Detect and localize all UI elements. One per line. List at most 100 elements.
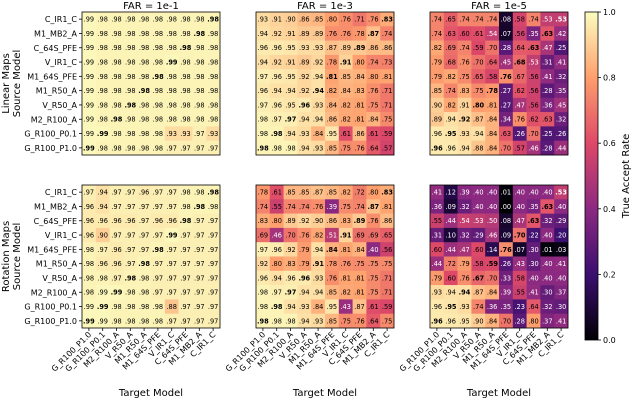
cell-value-label: .97	[166, 260, 177, 268]
cell-value-label: .32	[556, 73, 567, 81]
heatmap-cell	[457, 199, 472, 214]
cell-value-label: .84	[354, 73, 365, 81]
heatmap-cell	[269, 112, 284, 127]
heatmap-cell	[380, 313, 395, 329]
cell-value-label: .98	[111, 144, 122, 152]
heatmap-cell	[352, 270, 367, 286]
cell-value-label: .90	[285, 16, 296, 24]
heatmap-cell	[325, 199, 340, 214]
cell-value-label: .82	[445, 73, 456, 81]
x-axis-title: Target Model	[292, 388, 357, 399]
heatmap-cell	[457, 227, 472, 243]
colorbar-tick-label: 0.0	[603, 336, 616, 345]
heatmap-cell	[430, 213, 445, 229]
heatmap-cell	[123, 140, 138, 156]
cell-value-label: .98	[139, 274, 150, 282]
cell-value-label: .83	[258, 217, 269, 225]
heatmap-cell	[540, 199, 555, 214]
heatmap-cell	[283, 126, 298, 141]
heatmap-cell	[256, 242, 271, 257]
cell-value-label: .98	[125, 73, 136, 81]
heatmap-cell	[283, 185, 298, 200]
cell-value-label: .43	[340, 303, 351, 311]
cell-value-label: .99	[166, 231, 178, 239]
cell-value-label: .40	[556, 274, 567, 282]
heatmap-cell	[471, 69, 486, 84]
cell-value-label: .99	[111, 289, 123, 297]
heatmap-cell	[499, 256, 514, 272]
cell-value-label: .95	[285, 101, 296, 109]
heatmap-cell	[352, 313, 367, 329]
heatmap-cell	[457, 256, 472, 272]
cell-value-label: .65	[382, 231, 393, 239]
cell-value-label: .98	[139, 16, 150, 24]
heatmap-cell	[430, 54, 445, 70]
cell-value-label: .98	[208, 44, 219, 52]
cell-value-label: .95	[459, 317, 470, 325]
heatmap-cell	[311, 126, 326, 141]
cell-value-label: .40	[528, 274, 539, 282]
y-tick-label: G_R100_P1.0	[24, 317, 77, 326]
heatmap-cell	[325, 270, 340, 286]
cell-value-label: .91	[271, 16, 282, 24]
heatmap-cell	[325, 69, 340, 84]
colorbar-tick-label: 0.4	[603, 205, 616, 214]
cell-value-label: .98	[153, 303, 164, 311]
heatmap-cell	[540, 256, 555, 272]
cell-value-label: .97	[208, 231, 219, 239]
cell-value-label: .97	[194, 274, 205, 282]
cell-value-label: .97	[153, 189, 164, 197]
cell-value-label: .39	[501, 289, 512, 297]
heatmap-cell	[123, 256, 138, 272]
cell-value-label: .98	[180, 189, 191, 197]
cell-value-label: .50	[487, 217, 498, 225]
cell-value-label: .96	[258, 87, 269, 95]
heatmap-panel-2: .93.91.90.86.85.80.76.71.76.83.94.92.91.…	[255, 11, 395, 156]
cell-value-label: .81	[354, 101, 365, 109]
heatmap-cell	[311, 313, 326, 329]
heatmap-cell	[526, 299, 541, 314]
heatmap-cell	[430, 40, 445, 56]
cell-value-label: .96	[166, 217, 177, 225]
cell-value-label: .98	[194, 101, 205, 109]
heatmap-cell	[512, 313, 527, 329]
heatmap-cell	[471, 299, 486, 314]
heatmap-cell	[206, 185, 221, 200]
cell-value-label: .98	[125, 58, 136, 66]
heatmap-cell	[443, 199, 458, 214]
cell-value-label: .99	[83, 144, 95, 152]
heatmap-cell	[540, 227, 555, 243]
cell-value-label: .97	[166, 289, 177, 297]
heatmap-cell	[178, 97, 193, 113]
heatmap-cell	[499, 213, 514, 229]
heatmap-cell	[443, 185, 458, 200]
cell-value-label: .96	[431, 144, 443, 152]
heatmap-cell	[256, 40, 271, 56]
cell-value-label: .76	[340, 30, 351, 38]
y-tick-label: V_R50_A	[42, 274, 77, 283]
heatmap-cell	[82, 227, 97, 243]
heatmap-cell	[283, 299, 298, 314]
cell-value-label: .96	[84, 203, 95, 211]
heatmap-cell	[82, 69, 97, 84]
cell-value-label: .80	[271, 260, 282, 268]
cell-value-label: .96	[84, 217, 95, 225]
cell-value-label: .84	[487, 130, 498, 138]
cell-value-label: .97	[166, 317, 177, 325]
heatmap-cell	[430, 83, 445, 99]
cell-value-label: .97	[139, 217, 150, 225]
heatmap-cell	[540, 185, 555, 200]
cell-value-label: .96	[111, 217, 122, 225]
heatmap-cell	[443, 227, 458, 243]
cell-value-label: .86	[327, 217, 338, 225]
heatmap-cell	[471, 185, 486, 200]
cell-value-label: .97	[153, 289, 164, 297]
cell-value-label: .81	[340, 246, 351, 254]
heatmap-cell	[554, 26, 569, 41]
heatmap-cell	[95, 83, 110, 99]
cell-value-label: .98	[207, 189, 219, 197]
cell-value-label: .97	[194, 317, 205, 325]
cell-value-label: .95	[445, 303, 457, 311]
cell-value-label: .76	[327, 274, 338, 282]
heatmap-cell	[443, 12, 458, 27]
